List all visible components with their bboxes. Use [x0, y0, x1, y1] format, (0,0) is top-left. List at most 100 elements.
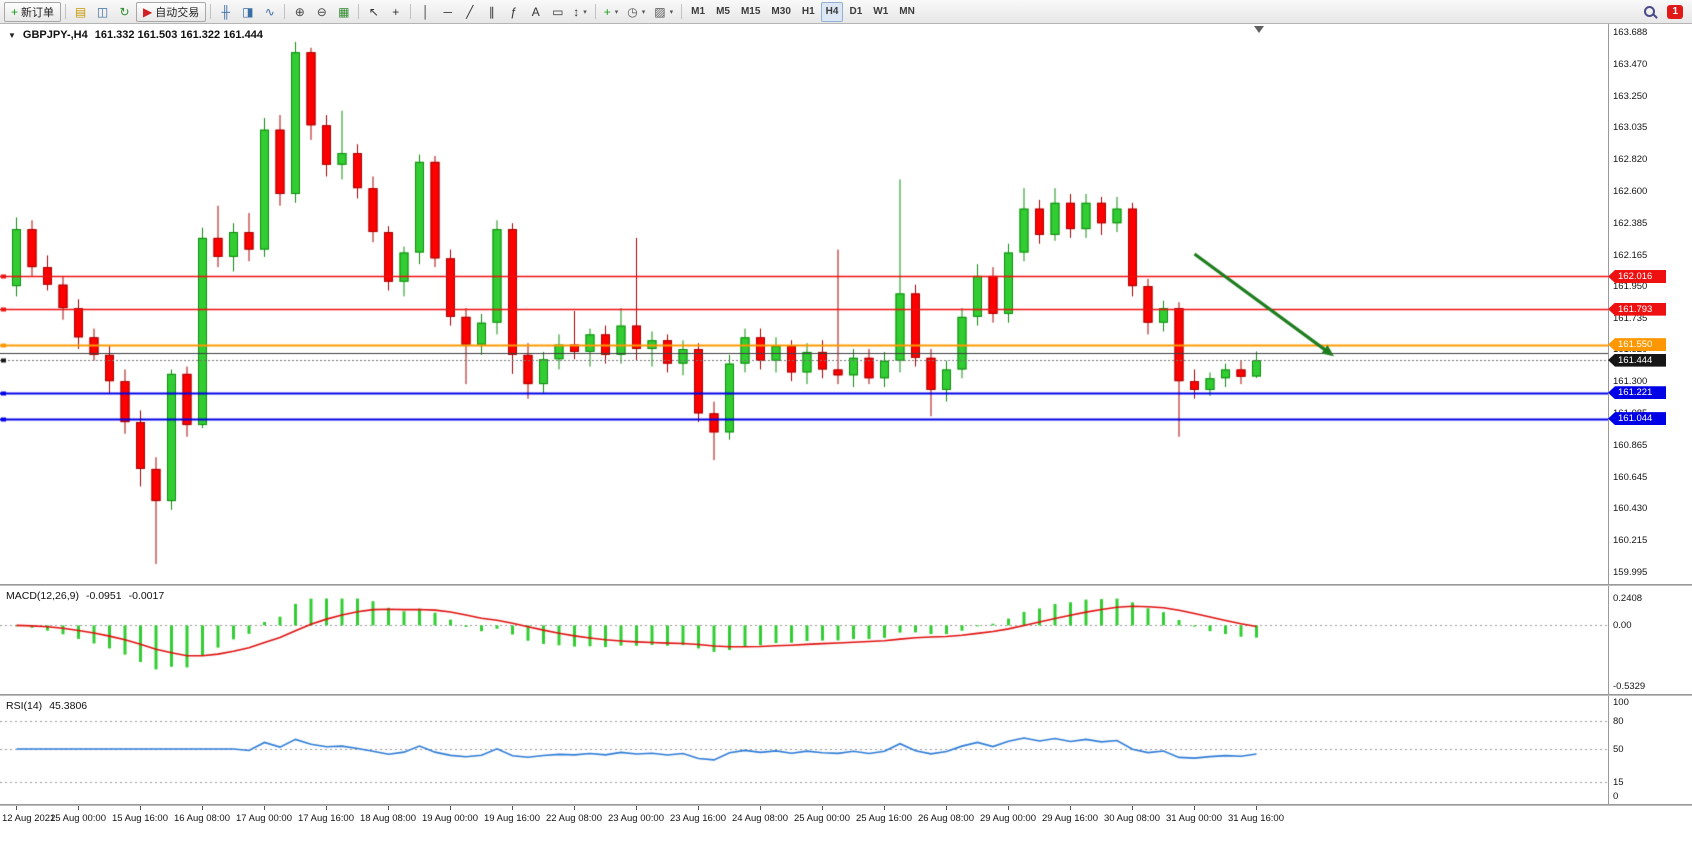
panel-separator[interactable] — [0, 694, 1692, 696]
time-axis-label: 17 Aug 16:00 — [298, 813, 354, 824]
time-axis-tick — [822, 806, 823, 810]
rsi-axis-label: 0 — [1613, 791, 1619, 802]
vertical-line-button[interactable]: │ — [415, 2, 436, 22]
rsi-value: 45.3806 — [49, 700, 88, 712]
crosshair-icon: + — [392, 4, 400, 19]
timeframe-button-m5[interactable]: M5 — [716, 6, 730, 17]
tile-windows-button[interactable]: ▦ — [333, 2, 354, 22]
time-axis-tick — [450, 806, 451, 810]
price-scale-border — [1608, 24, 1609, 806]
panel-separator[interactable] — [0, 584, 1692, 586]
refresh-button[interactable]: ↻ — [114, 2, 135, 22]
new-order-button[interactable]: + 新订单 — [4, 1, 62, 22]
rsi-axis-label: 50 — [1613, 744, 1624, 755]
timeframe-button-mn[interactable]: MN — [899, 6, 915, 17]
toolbar-separator — [284, 4, 286, 19]
auto-trading-button[interactable]: ▶ 自动交易 — [136, 1, 207, 22]
rsi-panel-canvas[interactable] — [0, 696, 1608, 804]
price-axis-label: 160.430 — [1613, 503, 1648, 515]
time-axis-tick — [1256, 806, 1257, 810]
bar-chart-icon: ╫ — [221, 4, 230, 19]
time-axis-tick — [1008, 806, 1009, 810]
price-level-tag[interactable]: 161.793 — [1608, 302, 1666, 316]
chart-ohlc-values: 161.332 161.503 161.322 161.444 — [94, 29, 263, 41]
price-axis-label: 161.300 — [1613, 376, 1648, 388]
toolbar-buttons: + 新订单 ▤ ◫ ↻ ▶ 自动交易 ╫ ◨ ∿ ⊕ ⊖ ▦ ↖ + │ ─ ╱ ∥ ƒ A ▭ ↕ ▾ + ▾ ◷ ▾ ▨ ▾ M1 M5 M… — [0, 0, 920, 24]
crosshair-button[interactable]: + — [385, 2, 406, 22]
time-axis-tick — [326, 806, 327, 810]
price-level-tag[interactable]: 161.044 — [1608, 412, 1666, 426]
market-watch-button[interactable]: ◫ — [92, 2, 113, 22]
collapse-chart-icon[interactable]: ▼ — [8, 31, 16, 40]
timeframe-button-m15[interactable]: M15 — [740, 6, 761, 17]
arrow-tools-button[interactable]: ↕ ▾ — [569, 2, 591, 22]
time-axis-tick — [760, 806, 761, 810]
line-chart-button[interactable]: ∿ — [259, 2, 280, 22]
notification-badge[interactable]: 1 — [1667, 4, 1683, 19]
horizontal-line-icon: ─ — [443, 4, 452, 19]
profiles-icon: ▤ — [74, 4, 87, 19]
time-axis-label: 31 Aug 00:00 — [1166, 813, 1222, 824]
chart-shift-marker[interactable] — [1254, 26, 1264, 33]
zoom-out-button[interactable]: ⊖ — [311, 2, 332, 22]
macd-label: MACD(12,26,9) — [6, 590, 79, 602]
price-level-tag[interactable]: 161.221 — [1608, 386, 1666, 400]
price-chart-canvas[interactable] — [0, 24, 1608, 584]
profiles-button[interactable]: ▤ — [70, 2, 91, 22]
templates-button[interactable]: ▨ ▾ — [650, 2, 677, 22]
rsi-indicator-title: RSI(14) 45.3806 — [6, 700, 87, 712]
rsi-axis-label: 15 — [1613, 776, 1624, 788]
price-level-tag[interactable]: 162.016 — [1608, 269, 1666, 283]
periods-clock-icon: ◷ — [627, 4, 638, 19]
timeframe-button-h1[interactable]: H1 — [801, 6, 815, 17]
timeframe-button-d1[interactable]: D1 — [849, 6, 863, 17]
horizontal-line-button[interactable]: ─ — [437, 2, 458, 22]
zoom-out-icon: ⊖ — [316, 4, 327, 19]
zoom-in-button[interactable]: ⊕ — [289, 2, 310, 22]
timeframe-button-h4[interactable]: H4 — [820, 1, 844, 22]
macd-panel-canvas[interactable] — [0, 586, 1608, 694]
chart-symbol: GBPJPY-,H4 — [22, 29, 88, 41]
indicators-button[interactable]: + ▾ — [600, 2, 623, 22]
toolbar-separator — [210, 4, 212, 19]
text-label-button[interactable]: ▭ — [547, 2, 568, 22]
time-axis-label: 23 Aug 16:00 — [670, 813, 726, 824]
main-toolbar: + 新订单 ▤ ◫ ↻ ▶ 自动交易 ╫ ◨ ∿ ⊕ ⊖ ▦ ↖ + │ ─ ╱ ∥ ƒ A ▭ ↕ ▾ + ▾ ◷ ▾ ▨ ▾ M1 M5 M… — [0, 0, 1692, 24]
timeframe-button-m1[interactable]: M1 — [691, 6, 706, 17]
search-icon — [1644, 6, 1656, 17]
time-axis-label: 22 Aug 08:00 — [546, 813, 602, 824]
candlestick-chart-icon: ◨ — [242, 4, 254, 19]
timeframe-button-w1[interactable]: W1 — [873, 6, 889, 17]
price-level-tag[interactable]: 161.444 — [1608, 353, 1666, 367]
price-axis-label: 161.950 — [1613, 281, 1648, 293]
panel-separator[interactable] — [0, 804, 1692, 806]
time-axis-tick — [512, 806, 513, 810]
new-order-icon: + — [11, 4, 19, 19]
text-button[interactable]: A — [525, 2, 546, 22]
price-level-tag[interactable]: 161.550 — [1608, 338, 1666, 352]
fibonacci-button[interactable]: ƒ — [503, 2, 524, 22]
periods-button[interactable]: ◷ ▾ — [623, 2, 649, 22]
trendline-icon: ╱ — [466, 4, 474, 19]
cursor-button[interactable]: ↖ — [363, 2, 384, 22]
time-axis-label: 23 Aug 00:00 — [608, 813, 664, 824]
vertical-line-icon: │ — [422, 4, 430, 19]
dropdown-caret-icon: ▾ — [583, 8, 587, 16]
time-axis-label: 18 Aug 08:00 — [360, 813, 416, 824]
indicators-icon: + — [603, 4, 611, 19]
channel-button[interactable]: ∥ — [481, 2, 502, 22]
macd-signal-value: -0.0017 — [128, 590, 165, 602]
chart-title: ▼ GBPJPY-,H4 161.332 161.503 161.322 161… — [8, 29, 263, 41]
bar-chart-button[interactable]: ╫ — [215, 2, 236, 22]
time-axis-label: 25 Aug 00:00 — [794, 813, 850, 824]
price-axis-label: 162.820 — [1613, 153, 1648, 165]
candlestick-chart-button[interactable]: ◨ — [237, 2, 258, 22]
search-button[interactable] — [1639, 2, 1660, 22]
trendline-button[interactable]: ╱ — [459, 2, 480, 22]
price-axis-label: 162.165 — [1613, 249, 1648, 261]
toolbar-separator — [410, 4, 412, 19]
time-axis-label: 15 Aug 16:00 — [112, 813, 168, 824]
price-axis-label: 163.688 — [1613, 27, 1648, 38]
timeframe-button-m30[interactable]: M30 — [771, 6, 791, 17]
